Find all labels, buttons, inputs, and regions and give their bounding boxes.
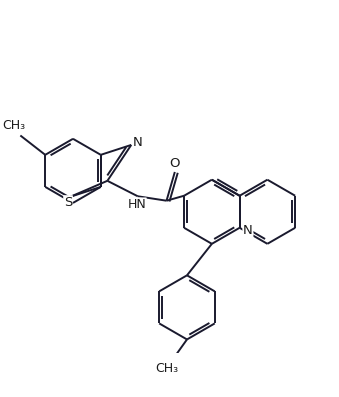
Text: HN: HN: [127, 198, 146, 211]
Text: N: N: [243, 224, 253, 237]
Text: CH₃: CH₃: [155, 362, 178, 375]
Text: S: S: [64, 196, 72, 209]
Text: O: O: [170, 157, 180, 170]
Text: CH₃: CH₃: [2, 119, 25, 132]
Text: N: N: [133, 136, 143, 148]
